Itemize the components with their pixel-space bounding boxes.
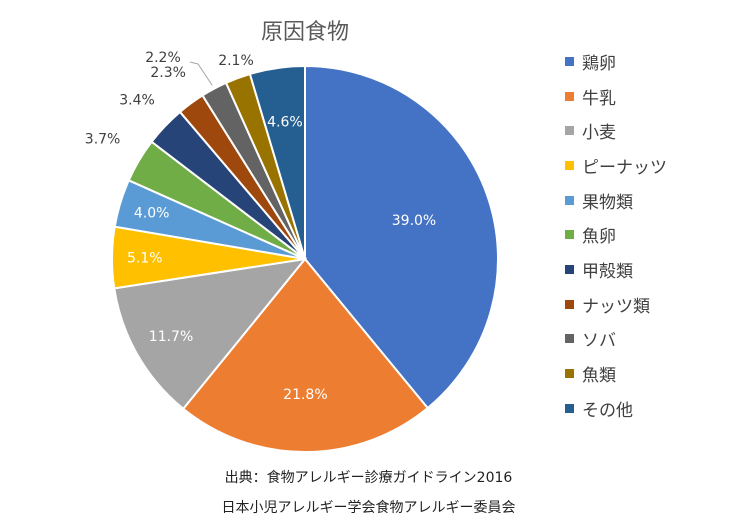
data-label: 3.7% (85, 132, 121, 148)
data-label: 4.0% (134, 206, 170, 222)
legend-swatch (565, 264, 574, 274)
legend-item: 鶏卵 (565, 44, 667, 79)
legend-label: 魚類 (582, 366, 616, 387)
data-label: 5.1% (127, 251, 163, 267)
data-label: 4.6% (267, 114, 303, 130)
legend-item: 牛乳 (565, 79, 667, 114)
legend-item: ピーナッツ (565, 148, 667, 183)
source-line-2: 日本小児アレルギー学会食物アレルギー委員会 (221, 500, 516, 516)
legend-item: 小麦 (565, 113, 667, 148)
data-label: 21.8% (283, 387, 327, 403)
legend-swatch (565, 126, 574, 136)
source-line-1: 出典：食物アレルギー診療ガイドライン2016 (224, 470, 513, 486)
legend-label: 魚卵 (582, 227, 616, 248)
legend-swatch (565, 403, 574, 413)
legend-label: 果物類 (582, 192, 633, 213)
legend-label: ソバ (582, 331, 616, 352)
legend-item: ナッツ類 (565, 287, 667, 322)
data-label: 2.1% (218, 53, 254, 69)
legend-label: ナッツ類 (582, 296, 650, 317)
pie-slice (248, 64, 306, 260)
legend-swatch (565, 369, 574, 379)
pie-slice (304, 64, 499, 410)
chart-title: 原因食物 (260, 20, 349, 45)
legend-label: 牛乳 (582, 88, 616, 109)
legend-label: 甲殻類 (582, 261, 633, 282)
data-label: 3.4% (119, 93, 155, 109)
legend-swatch (565, 56, 574, 66)
legend-item: その他 (565, 391, 667, 426)
legend-swatch (565, 334, 574, 344)
data-label: 11.7% (149, 329, 193, 345)
pie-slice (181, 257, 430, 453)
data-label: 2.3% (150, 65, 186, 81)
legend-label: ピーナッツ (582, 157, 667, 178)
legend-swatch (565, 230, 574, 240)
legend-label: 鶏卵 (582, 53, 616, 74)
label-leader-line (189, 61, 213, 86)
legend-item: ソバ (565, 322, 667, 357)
legend-item: 果物類 (565, 183, 667, 218)
legend-swatch (565, 195, 574, 205)
legend-item: 魚類 (565, 356, 667, 391)
legend-label: その他 (582, 400, 633, 421)
legend-swatch (565, 299, 574, 309)
chart-legend: 鶏卵牛乳小麦ピーナッツ果物類魚卵甲殻類ナッツ類ソバ魚類その他 (565, 44, 667, 426)
legend-swatch (565, 160, 574, 170)
legend-label: 小麦 (582, 123, 616, 144)
data-label: 39.0% (392, 213, 436, 229)
pie-slice (113, 257, 308, 411)
legend-swatch (565, 91, 574, 101)
legend-item: 甲殻類 (565, 252, 667, 287)
data-label: 2.2% (145, 50, 181, 66)
legend-item: 魚卵 (565, 217, 667, 252)
